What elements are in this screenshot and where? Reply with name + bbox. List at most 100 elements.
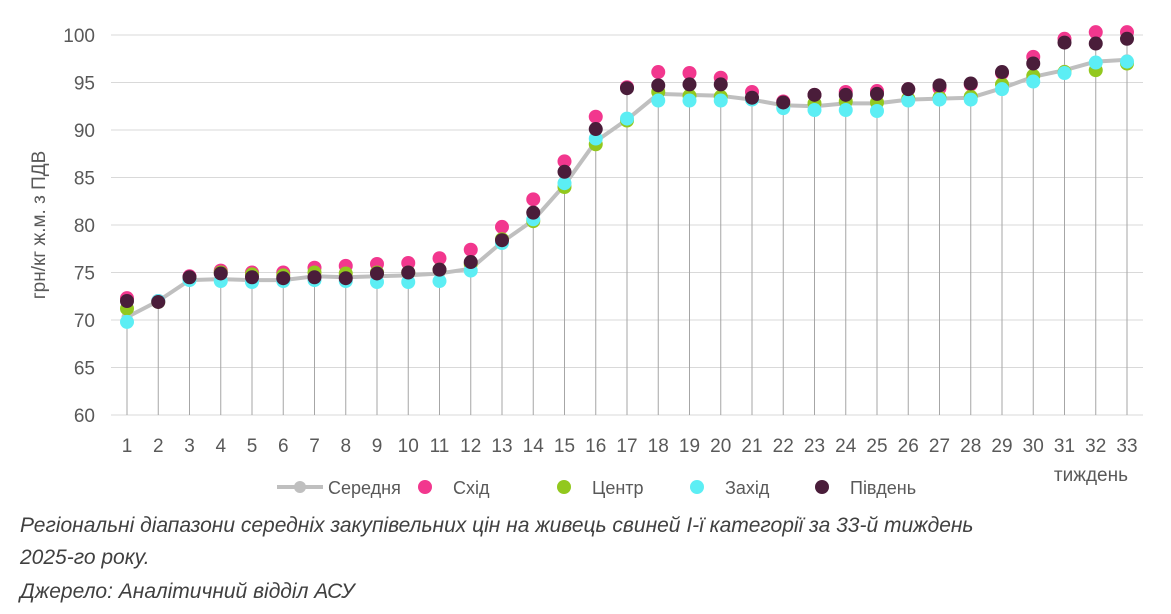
data-point	[651, 78, 666, 93]
x-tick-label: 9	[372, 436, 383, 457]
caption-source: Джерело: Аналітичний відділ АСУ	[20, 580, 355, 603]
x-tick-label: 7	[309, 436, 320, 457]
legend-label: Центр	[592, 478, 644, 498]
data-point	[276, 271, 291, 286]
y-tick-label: 65	[74, 359, 95, 380]
data-point	[463, 242, 478, 257]
data-point	[995, 82, 1009, 97]
data-point	[1026, 56, 1041, 71]
x-tick-label: 11	[430, 436, 450, 457]
x-tick-label: 31	[1054, 436, 1075, 457]
data-point	[526, 192, 541, 207]
data-point	[557, 154, 572, 169]
data-point	[807, 103, 822, 118]
x-tick-label: 19	[679, 436, 700, 457]
y-tick-label: 100	[63, 26, 95, 47]
legend-label: Захід	[725, 478, 770, 498]
x-tick-label: 24	[835, 436, 857, 457]
data-point	[120, 314, 134, 329]
data-point	[370, 266, 384, 281]
x-tick-label: 21	[741, 436, 762, 457]
x-tick-label: 13	[491, 436, 512, 457]
legend-label: Південь	[850, 478, 916, 498]
data-point	[745, 90, 759, 105]
x-tick-label: 3	[184, 436, 195, 457]
data-point	[1057, 66, 1072, 80]
data-point	[495, 233, 509, 248]
data-point	[901, 82, 916, 97]
data-point	[1057, 35, 1072, 50]
x-tick-label: 33	[1116, 436, 1137, 457]
legend-marker	[815, 480, 829, 494]
caption-line-2: 2025-го року.	[20, 546, 150, 569]
data-point	[1088, 36, 1103, 51]
y-tick-label: 85	[74, 169, 95, 190]
x-tick-label: 32	[1085, 436, 1106, 457]
data-point	[870, 86, 884, 101]
y-tick-label: 60	[74, 406, 95, 427]
x-tick-label: 2	[153, 436, 164, 457]
x-tick-label: 18	[648, 436, 669, 457]
x-tick-label: 12	[460, 436, 481, 457]
x-tick-label: 29	[991, 436, 1012, 457]
y-tick-label: 75	[74, 264, 95, 285]
data-point	[682, 77, 697, 92]
data-point	[651, 65, 666, 80]
legend-label: Середня	[328, 478, 401, 498]
data-point	[870, 104, 884, 118]
y-tick-label: 80	[74, 216, 95, 237]
data-point	[401, 265, 416, 280]
data-point	[807, 87, 822, 102]
data-point	[620, 81, 634, 96]
data-point	[932, 78, 947, 93]
x-tick-label: 17	[616, 436, 637, 457]
y-tick-label: 70	[74, 311, 95, 332]
x-tick-label: 27	[929, 436, 950, 457]
data-point	[307, 270, 322, 285]
data-point	[651, 93, 666, 108]
y-tick-labels: 60 65 70 75 80 85 90 95 100	[63, 26, 95, 427]
data-point	[620, 111, 634, 126]
x-tick-label: 25	[866, 436, 887, 457]
series-markers	[120, 25, 1134, 329]
legend-marker	[557, 480, 571, 494]
data-point	[557, 176, 572, 191]
x-tick-label: 15	[554, 436, 575, 457]
data-point	[213, 266, 228, 281]
data-point	[995, 65, 1009, 80]
x-tick-label: 10	[398, 436, 419, 457]
x-tick-label: 4	[215, 436, 226, 457]
data-point	[963, 92, 978, 107]
data-point	[151, 294, 166, 309]
x-tick-label: 23	[804, 436, 825, 457]
x-tick-label: 1	[122, 436, 133, 457]
x-tick-label: 6	[278, 436, 289, 457]
legend-marker	[690, 480, 704, 494]
x-tick-label: 14	[523, 436, 545, 457]
data-point	[713, 93, 728, 108]
data-point	[682, 93, 697, 108]
caption-line-1: Регіональні діапазони середніх закупівел…	[20, 514, 974, 537]
data-point	[1120, 31, 1134, 46]
data-point	[682, 66, 697, 80]
data-point	[432, 251, 447, 266]
x-tick-label: 5	[247, 436, 258, 457]
data-point	[963, 76, 978, 91]
data-point	[1088, 25, 1103, 40]
data-point	[588, 109, 603, 124]
data-point	[1120, 54, 1134, 69]
data-point	[245, 270, 259, 285]
x-tick-label: 8	[340, 436, 351, 457]
data-point	[495, 219, 509, 234]
data-point	[182, 270, 197, 285]
legend-marker	[418, 480, 432, 494]
legend-marker	[294, 481, 306, 493]
x-tick-label: 16	[585, 436, 606, 457]
data-point	[776, 95, 791, 110]
data-point	[338, 271, 353, 286]
data-point	[463, 255, 478, 270]
x-axis-title: тиждень	[1054, 465, 1128, 486]
data-point	[526, 205, 541, 220]
legend: Середня Схід Центр Захід Південь	[277, 478, 916, 498]
y-axis-title: грн/кг ж.м. з ПДВ	[29, 151, 50, 300]
